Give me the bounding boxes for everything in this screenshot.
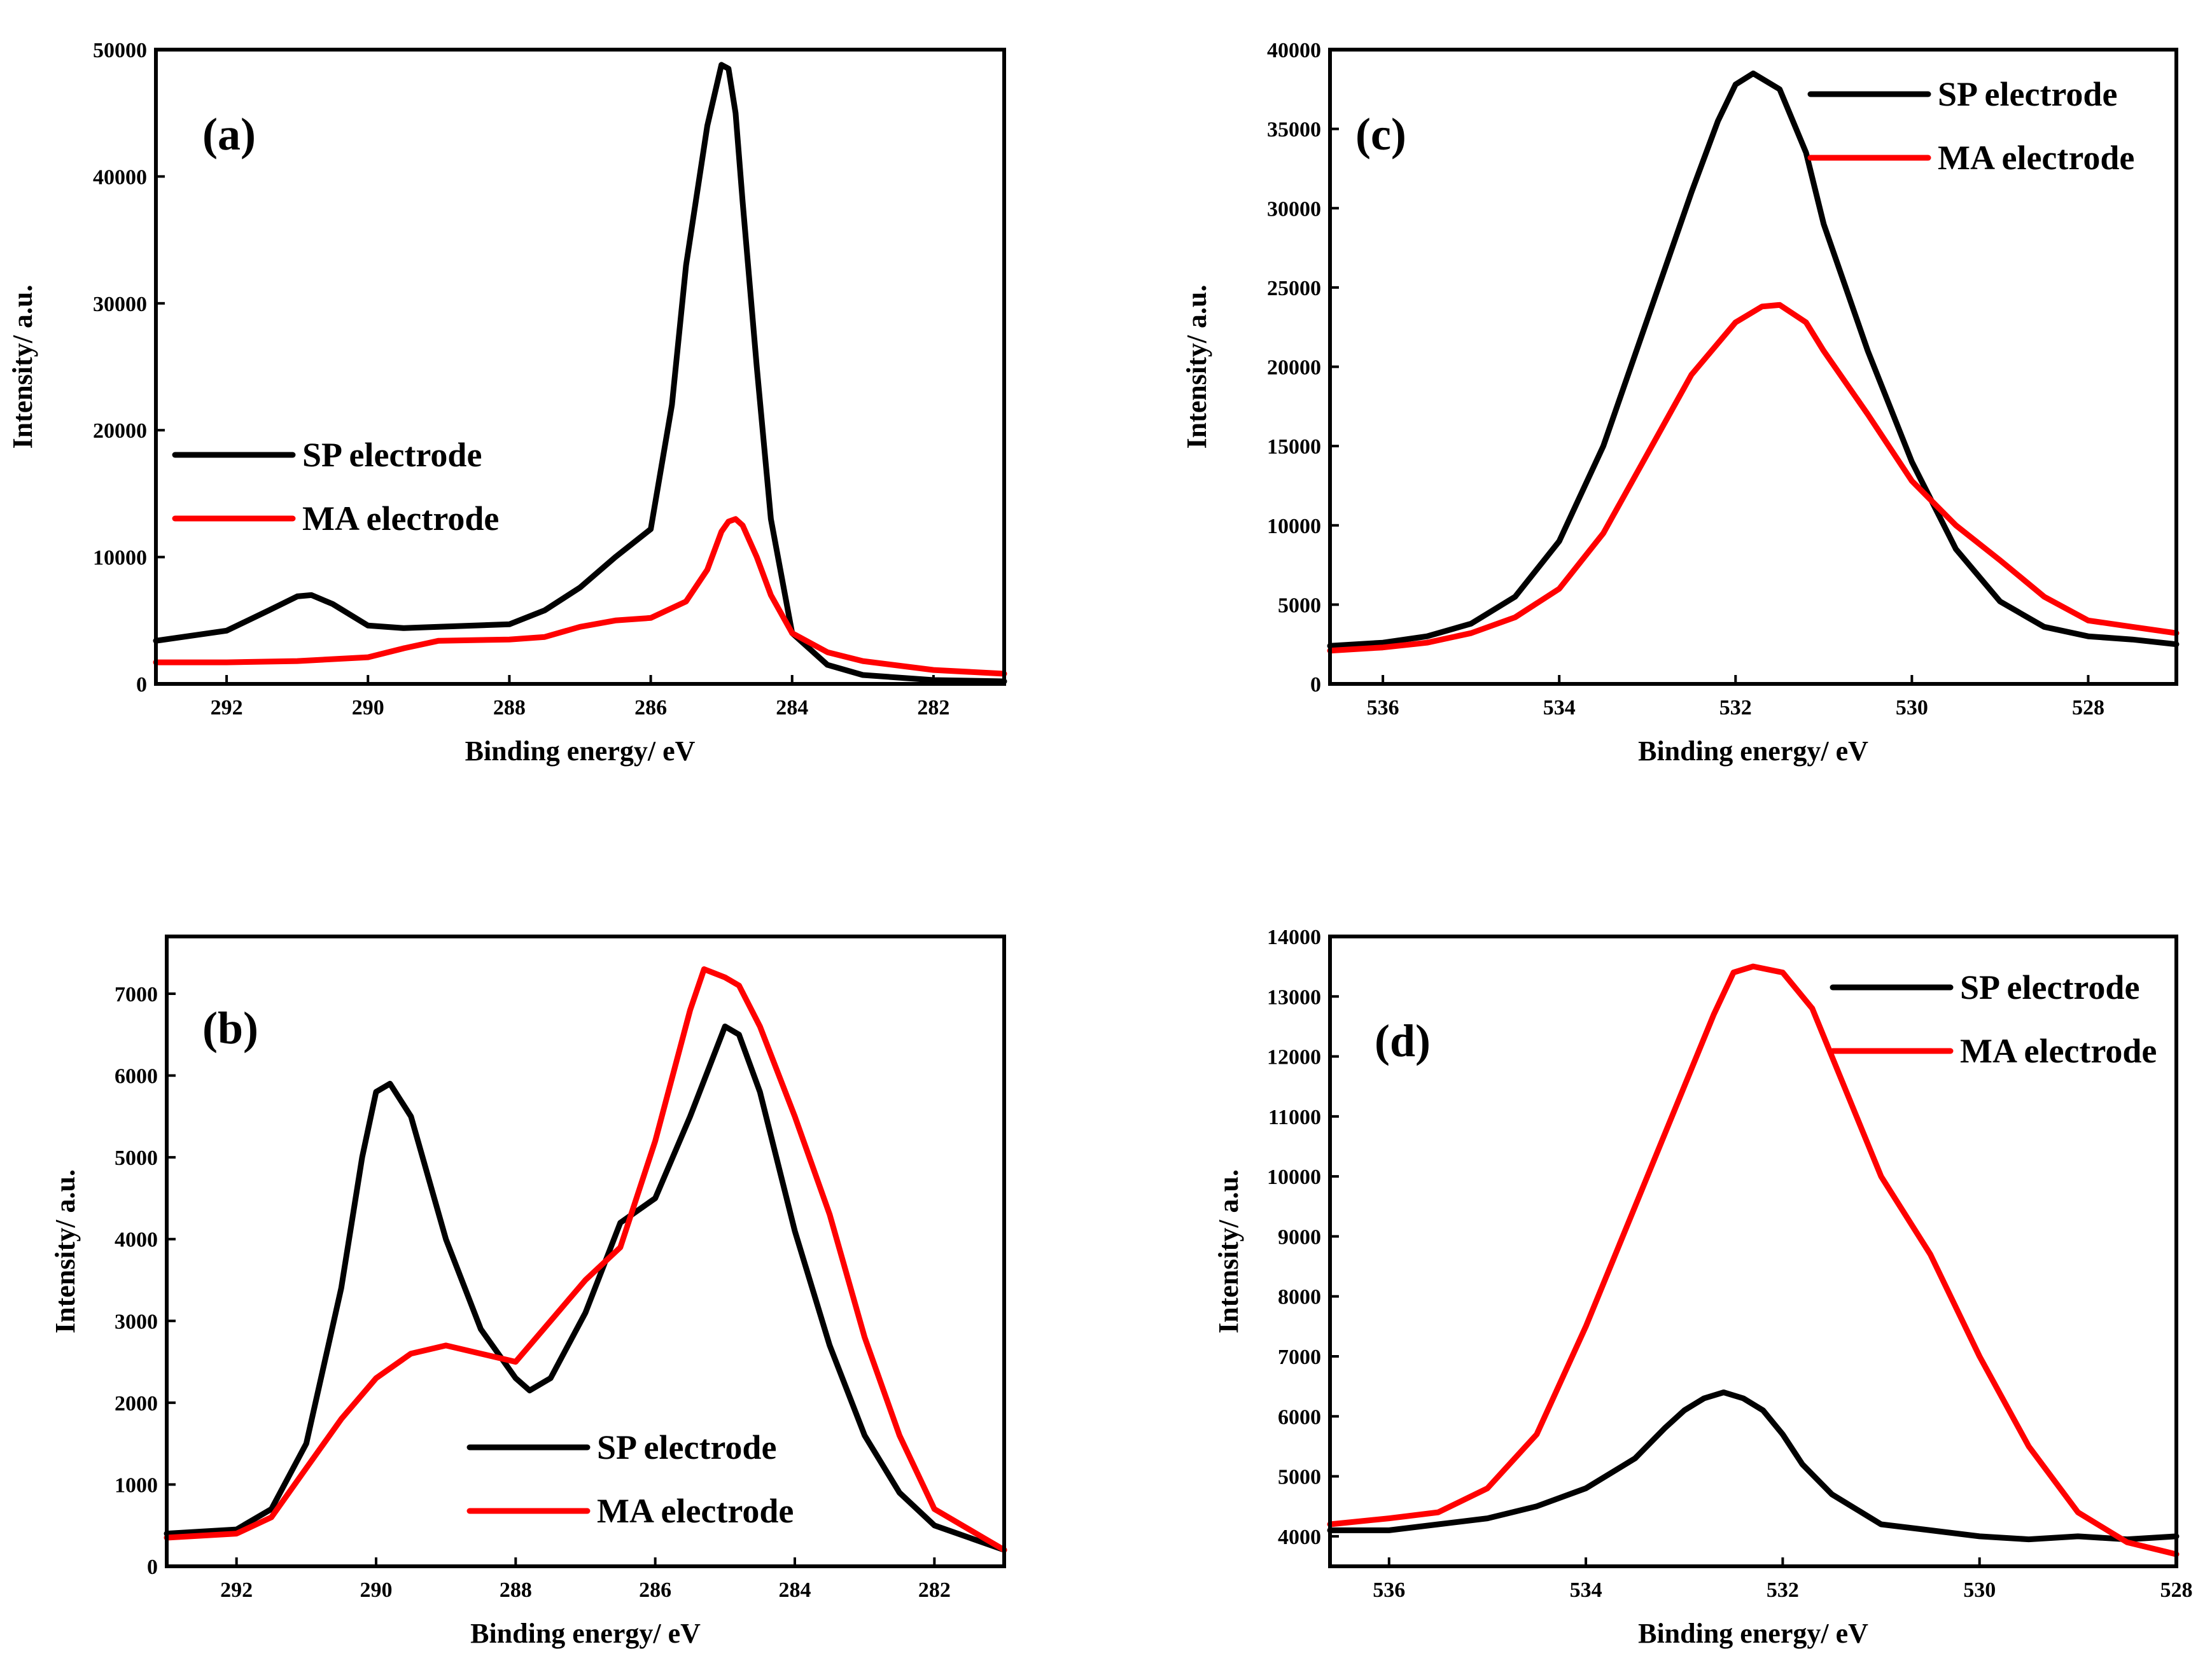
- y-tick-label: 11000: [1268, 1106, 1321, 1129]
- x-tick-label: 284: [776, 696, 808, 720]
- x-tick-label: 284: [779, 1578, 811, 1602]
- x-tick-label: 288: [493, 696, 526, 720]
- x-axis-title: Binding energy/ eV: [470, 1618, 701, 1649]
- chart-panel-a: 292 290 288 286 284 282 0 10000 20000 30000 40000 5…: [7, 39, 1007, 767]
- y-tick-label: 13000: [1267, 985, 1321, 1009]
- legend-label-sp: SP electrode: [597, 1428, 776, 1466]
- x-tick-label: 532: [1719, 696, 1752, 720]
- x-tick-label: 532: [1767, 1578, 1799, 1602]
- x-tick-label: 536: [1367, 696, 1399, 720]
- series-line-c-sp: [1327, 70, 2180, 649]
- y-axis-title: Intensity/ a.u.: [1213, 1169, 1244, 1333]
- y-tick-label: 7000: [115, 983, 158, 1006]
- series-line-d-sp: [1327, 1389, 2180, 1543]
- y-tick-label: 7000: [1278, 1346, 1321, 1369]
- x-tick-label: 292: [220, 1578, 253, 1602]
- series-line-a-sp: [153, 62, 1007, 685]
- x-tick-label: 534: [1570, 1578, 1602, 1602]
- legend-label-sp: SP electrode: [1938, 75, 2117, 113]
- x-tick-label: 286: [639, 1578, 671, 1602]
- y-tick-label: 50000: [93, 39, 147, 62]
- panel-label: (c): [1355, 109, 1406, 160]
- x-tick-label: 290: [360, 1578, 393, 1602]
- panel-label: (a): [202, 109, 256, 160]
- y-axis-title: Intensity/ a.u.: [50, 1169, 81, 1333]
- x-tick-label: 528: [2072, 696, 2104, 720]
- x-tick-label: 282: [918, 1578, 951, 1602]
- y-tick-label: 0: [136, 673, 147, 697]
- legend-label-ma: MA electrode: [597, 1492, 794, 1530]
- y-tick-label: 30000: [93, 293, 147, 316]
- y-tick-label: 0: [1310, 673, 1321, 697]
- series-line-c-ma: [1327, 302, 2180, 654]
- y-tick-label: 6000: [1278, 1405, 1321, 1429]
- x-tick-label: 530: [1896, 696, 1928, 720]
- y-tick-label: 4000: [115, 1228, 158, 1252]
- y-tick-label: 3000: [115, 1310, 158, 1333]
- x-axis-title: Binding energy/ eV: [1638, 735, 1868, 767]
- x-tick-label: 282: [917, 696, 949, 720]
- series-line-b-sp: [164, 1023, 1007, 1553]
- y-tick-label: 10000: [93, 546, 147, 570]
- y-tick-label: 30000: [1267, 197, 1321, 221]
- chart-panel-b: 292 290 288 286 284 282 0 1000 2000 3000 4000 5000 6…: [50, 935, 1007, 1649]
- plot-frame: [154, 48, 1006, 686]
- y-tick-label: 5000: [1278, 1466, 1321, 1489]
- y-tick-label: 20000: [93, 419, 147, 443]
- y-tick-label: 9000: [1278, 1225, 1321, 1249]
- series-line-a-ma: [153, 516, 1007, 677]
- series-line-d-ma: [1327, 963, 2180, 1557]
- x-tick-label: 528: [2160, 1578, 2193, 1602]
- y-tick-label: 12000: [1267, 1046, 1321, 1069]
- legend-label-ma: MA electrode: [302, 499, 499, 538]
- y-tick-label: 25000: [1267, 277, 1321, 300]
- y-tick-label: 40000: [1267, 39, 1321, 62]
- legend-label-sp: SP electrode: [302, 436, 482, 474]
- y-tick-label: 40000: [93, 165, 147, 189]
- panel-label: (b): [202, 1003, 258, 1054]
- x-tick-label: 530: [1963, 1578, 1996, 1602]
- plot-frame: [165, 935, 1006, 1568]
- panel-label: (d): [1375, 1015, 1431, 1066]
- y-tick-label: 4000: [1278, 1526, 1321, 1549]
- y-tick-label: 10000: [1267, 515, 1321, 538]
- y-tick-label: 5000: [1278, 594, 1321, 617]
- x-tick-label: 288: [500, 1578, 532, 1602]
- series-line-b-ma: [164, 966, 1007, 1553]
- y-tick-label: 10000: [1267, 1166, 1321, 1189]
- y-tick-label: 2000: [115, 1392, 158, 1416]
- legend-label-ma: MA electrode: [1960, 1032, 2157, 1070]
- y-axis-title: Intensity/ a.u.: [7, 285, 38, 449]
- x-tick-label: 534: [1543, 696, 1576, 720]
- x-tick-label: 290: [352, 696, 384, 720]
- y-tick-label: 5000: [115, 1146, 158, 1170]
- legend-label-sp: SP electrode: [1960, 968, 2139, 1006]
- legend-label-ma: MA electrode: [1938, 139, 2134, 177]
- y-tick-label: 15000: [1267, 435, 1321, 459]
- y-tick-label: 0: [147, 1555, 158, 1579]
- x-axis-title: Binding energy/ eV: [1638, 1618, 1868, 1649]
- y-tick-label: 20000: [1267, 356, 1321, 380]
- x-tick-label: 286: [634, 696, 667, 720]
- chart-panel-d: 536 534 532 530 528 4000 5000 6000 7000 8000 9000 1…: [1213, 926, 2193, 1649]
- plot-frame: [1328, 935, 2178, 1568]
- y-tick-label: 1000: [115, 1473, 158, 1497]
- x-tick-label: 536: [1373, 1578, 1405, 1602]
- x-tick-label: 292: [211, 696, 243, 720]
- y-tick-label: 14000: [1267, 926, 1321, 949]
- y-tick-label: 6000: [115, 1065, 158, 1089]
- y-axis-title: Intensity/ a.u.: [1181, 285, 1212, 449]
- chart-panel-c: 536 534 532 530 528 0 5000 10000 15000 20000 25000…: [1181, 39, 2180, 767]
- x-axis-title: Binding energy/ eV: [465, 735, 696, 767]
- y-tick-label: 35000: [1267, 118, 1321, 142]
- y-tick-label: 8000: [1278, 1286, 1321, 1309]
